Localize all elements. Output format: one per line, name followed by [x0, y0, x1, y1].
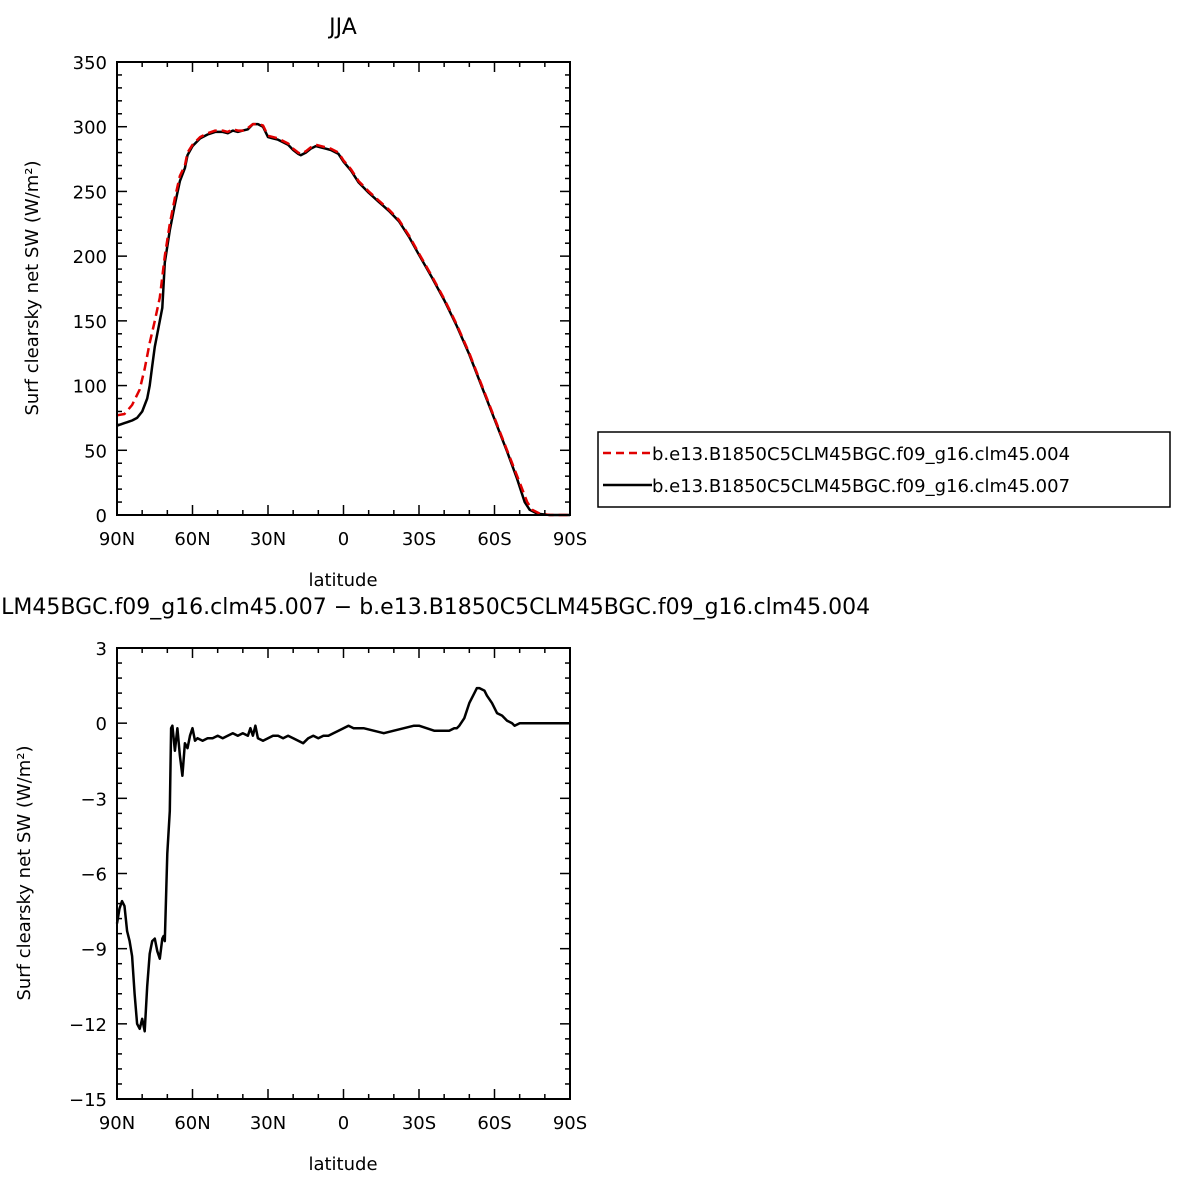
x-tick-label: 60N [174, 529, 210, 550]
y-tick-label: 0 [96, 506, 107, 527]
legend-entry-004: b.e13.B1850C5CLM45BGC.f09_g16.clm45.004 [652, 444, 1070, 465]
chart-bottom: b.e13.B1850C5CLM45BGC.f09_g16.clm45.007 … [0, 595, 870, 1175]
y-tick-label: −6 [80, 865, 107, 886]
x-tick-label: 30N [250, 529, 286, 550]
tick-group: 90N 60N 30N 0 30S 60S 90S 3 0 −3 −6 −9 −12 −15 [69, 639, 587, 1134]
series-line-0 [115, 686, 570, 1033]
y-tick-label: −12 [69, 1015, 107, 1036]
y-tick-label: 0 [96, 714, 107, 735]
series-group [116, 122, 570, 517]
x-tick-label: 60S [477, 1113, 511, 1134]
chart-title: JJA [327, 15, 357, 40]
x-tick-label: 90S [553, 1113, 587, 1134]
x-axis-label: latitude [308, 1154, 377, 1175]
y-tick-label: 250 [73, 182, 107, 203]
y-tick-label: 100 [73, 377, 107, 398]
series-line-1 [116, 122, 570, 517]
x-tick-label: 90N [99, 529, 135, 550]
legend-entry-007: b.e13.B1850C5CLM45BGC.f09_g16.clm45.007 [652, 476, 1070, 497]
y-tick-label: 350 [73, 53, 107, 74]
x-axis-label: latitude [308, 570, 377, 591]
y-tick-label: 300 [73, 118, 107, 139]
series-group [115, 686, 570, 1033]
x-tick-label: 30S [402, 529, 436, 550]
x-tick-label: 30S [402, 1113, 436, 1134]
y-tick-label: 50 [84, 441, 107, 462]
y-tick-label: 200 [73, 247, 107, 268]
x-tick-label: 60S [477, 529, 511, 550]
y-tick-label: −9 [80, 940, 107, 961]
x-tick-label: 0 [338, 1113, 349, 1134]
y-axis-label: Surf clearsky net SW (W/m²) [22, 160, 43, 415]
legend-box [597, 431, 1171, 508]
tick-group: 90N 60N 30N 0 30S 60S 90S 0 50 100 150 200 250 300 350 [73, 53, 588, 550]
y-axis-label: Surf clearsky net SW (W/m²) [14, 745, 35, 1000]
y-tick-label: −15 [69, 1090, 107, 1111]
x-tick-label: 60N [174, 1113, 210, 1134]
chart-title-diff: b.e13.B1850C5CLM45BGC.f09_g16.clm45.007 … [0, 595, 870, 620]
y-tick-label: 150 [73, 312, 107, 333]
chart-top: JJA 90N 60N 30N 0 30S 60S 90S 0 50 100 150 200 250 30… [22, 15, 587, 591]
x-tick-label: 0 [338, 529, 349, 550]
x-tick-label: 90N [99, 1113, 135, 1134]
x-tick-label: 90S [553, 529, 587, 550]
legend: b.e13.B1850C5CLM45BGC.f09_g16.clm45.004 … [597, 431, 1171, 508]
y-tick-label: 3 [96, 639, 107, 660]
series-line-0 [116, 122, 570, 517]
x-tick-label: 30N [250, 1113, 286, 1134]
plot-frame [116, 61, 571, 516]
y-tick-label: −3 [80, 789, 107, 810]
